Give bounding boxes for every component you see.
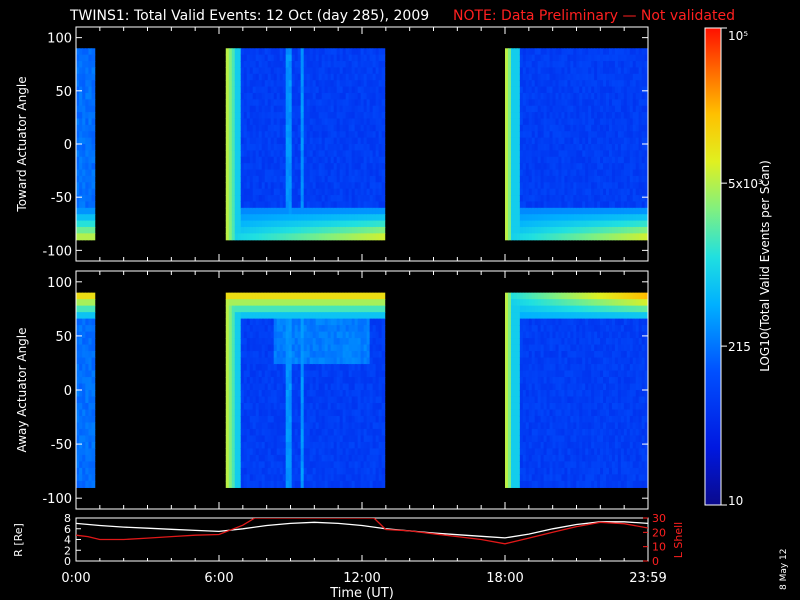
l-shell-tick-label: 30 (652, 512, 666, 525)
time-tick-label: 6:00 (204, 571, 233, 586)
r-tick-label: 8 (64, 512, 71, 525)
y-tick-label: 0 (64, 384, 72, 399)
colorbar-tick-label: 10⁵ (728, 29, 748, 43)
y-tick-label: -50 (51, 191, 72, 206)
away-ylabel: Away Actuator Angle (15, 327, 29, 452)
preliminary-note: NOTE: Data Preliminary — Not validated (453, 8, 735, 24)
y-tick-label: 0 (64, 138, 72, 153)
y-tick-label: 50 (55, 330, 72, 345)
time-tick-label: 12:00 (343, 571, 380, 586)
toward-heatmap-panel: 100 50 0 -50 -100 Toward Actuator Angle (15, 26, 649, 262)
time-axis-label: Time (UT) (329, 586, 394, 600)
chart-title: TWINS1: Total Valid Events: 12 Oct (day … (69, 8, 429, 24)
y-tick-label: -50 (51, 438, 72, 453)
colorbar-scale (704, 27, 722, 506)
time-tick-label: 0:00 (61, 571, 90, 586)
l-shell-series-line (76, 518, 648, 545)
footer-date: 8 May 12 (779, 548, 789, 590)
l-shell-tick-label: 0 (652, 555, 659, 568)
y-tick-label: -100 (42, 492, 72, 507)
r-series-line (76, 521, 648, 539)
l-shell-tick-label: 10 (652, 541, 666, 554)
colorbar: 10⁵ 5x10³ 215 10 LOG10(Total Valid Events p… (704, 27, 772, 508)
r-tick-label: 6 (64, 523, 71, 536)
r-tick-label: 4 (64, 534, 71, 547)
r-tick-label: 0 (64, 555, 71, 568)
colorbar-tick-label: 215 (728, 340, 751, 354)
time-tick-label: 18:00 (486, 571, 523, 586)
r-tick-label: 2 (64, 544, 71, 557)
colorbar-tick-label: 10 (728, 494, 743, 508)
away-heatmap-panel: 100 50 0 -50 -100 Away Actuator Angle (15, 270, 649, 510)
y-tick-label: 100 (47, 32, 72, 47)
toward-ylabel: Toward Actuator Angle (15, 76, 29, 212)
colorbar-tick-label: 5x10³ (728, 177, 763, 191)
y-tick-label: 100 (47, 276, 72, 291)
r-axis-label: R [Re] (12, 523, 25, 557)
time-tick-label: 23:59 (629, 571, 666, 586)
colorbar-label: LOG10(Total Valid Events per Scan) (758, 160, 772, 372)
l-shell-tick-label: 20 (652, 526, 666, 539)
orbit-axes-frame (75, 517, 649, 562)
l-shell-axis-label: L Shell (672, 522, 685, 558)
y-tick-label: -100 (42, 244, 72, 259)
y-tick-label: 50 (55, 85, 72, 100)
